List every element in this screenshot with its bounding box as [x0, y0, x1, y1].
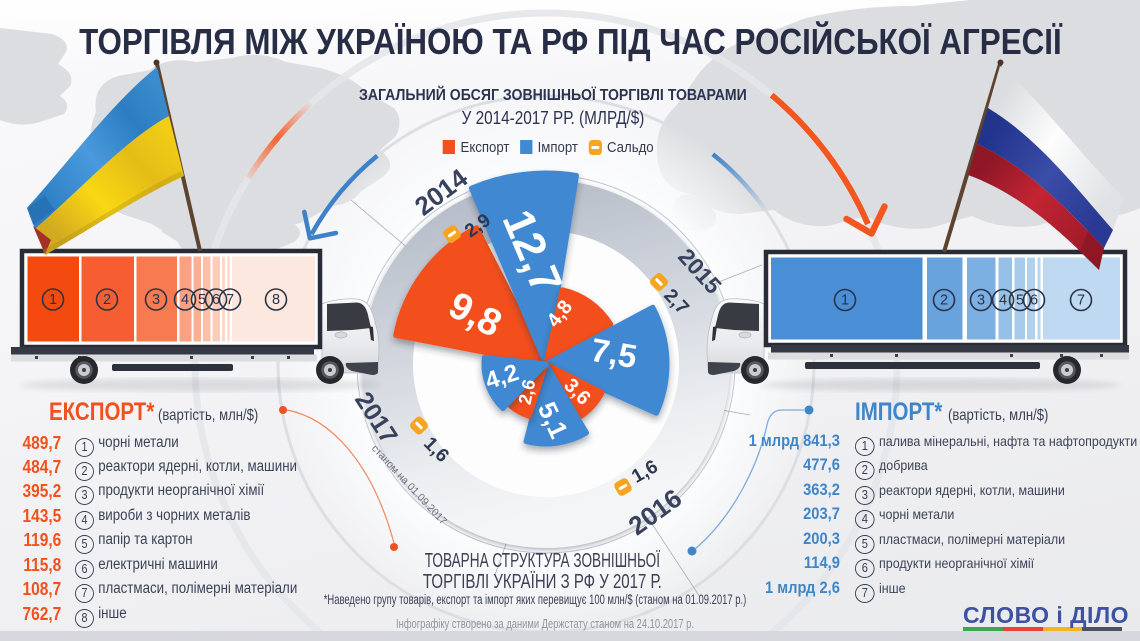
svg-text:1: 1: [49, 292, 57, 308]
svg-text:3: 3: [977, 293, 985, 309]
svg-text:1: 1: [841, 293, 849, 309]
svg-text:7: 7: [1077, 293, 1085, 309]
svg-text:7: 7: [226, 292, 234, 308]
svg-text:5: 5: [1016, 293, 1024, 309]
svg-text:6: 6: [212, 292, 220, 308]
svg-text:5: 5: [198, 292, 206, 308]
svg-text:7,5: 7,5: [588, 331, 640, 375]
svg-text:4: 4: [999, 293, 1007, 309]
svg-text:8: 8: [272, 292, 280, 308]
svg-text:6: 6: [1030, 293, 1038, 309]
svg-text:2: 2: [940, 293, 948, 309]
svg-text:4: 4: [181, 292, 189, 308]
svg-text:3: 3: [152, 292, 160, 308]
svg-text:2: 2: [103, 292, 111, 308]
